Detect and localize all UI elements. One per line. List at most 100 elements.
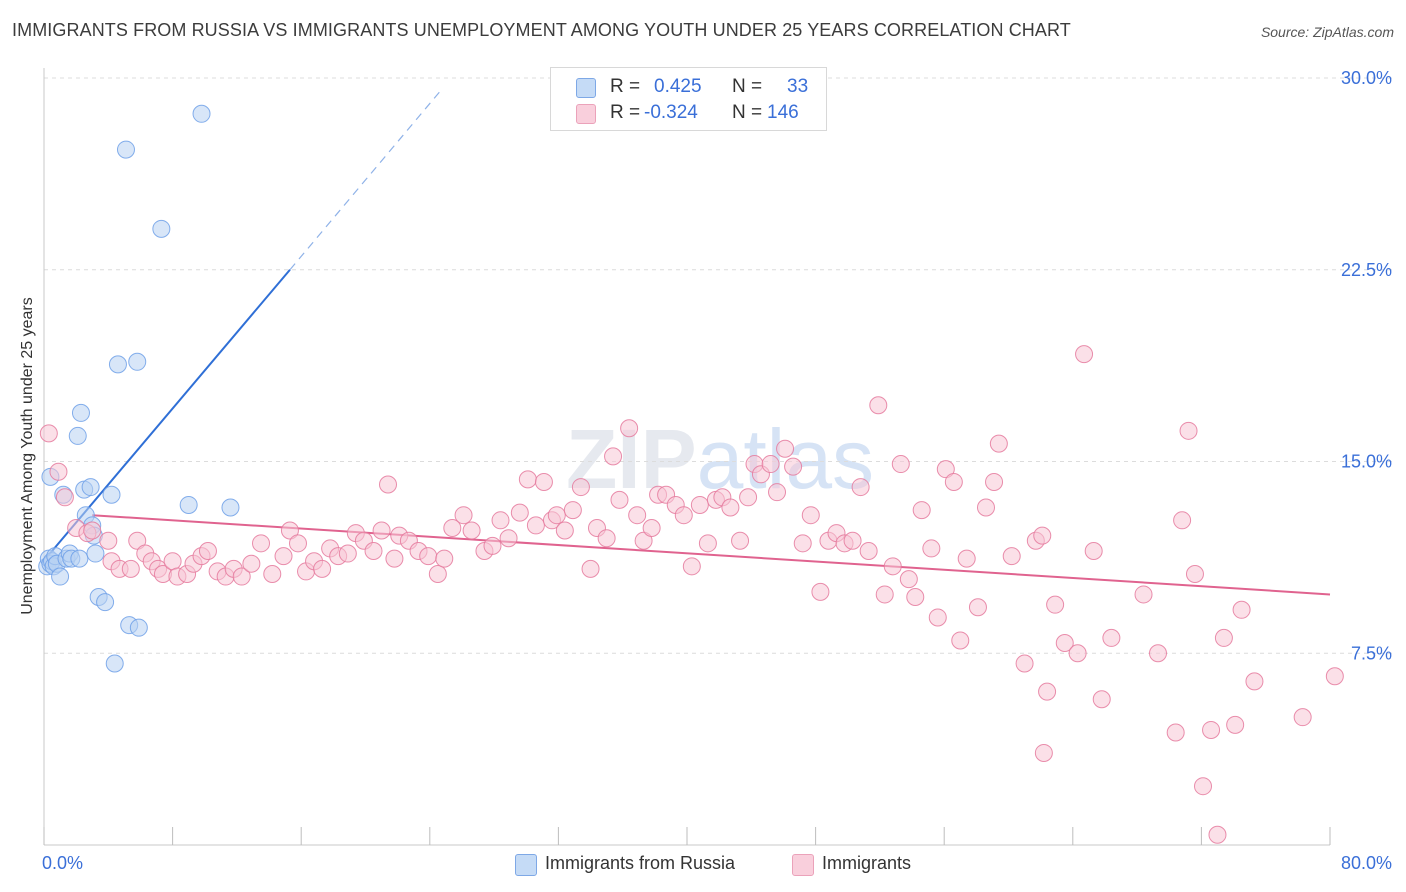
immigrants-point [338, 544, 357, 563]
immigrants-point [534, 472, 553, 491]
immigrants-point [985, 472, 1004, 491]
immigrants-point [1173, 511, 1192, 530]
immigrants-point [288, 534, 307, 553]
immigrants-point [385, 549, 404, 568]
immigrants-point [1194, 777, 1213, 796]
immigrants-point [39, 424, 58, 443]
immigrants-point [313, 559, 332, 578]
legend-r-value: 0.425 [654, 76, 702, 97]
immigrants-point [419, 547, 438, 566]
russia-point [116, 140, 135, 159]
immigrants-point [628, 506, 647, 525]
immigrants-point [1038, 682, 1057, 701]
immigrants-point [163, 552, 182, 571]
immigrants-point [620, 419, 639, 438]
immigrants-point [883, 557, 902, 576]
russia-point [179, 495, 198, 514]
immigrants-point [976, 498, 995, 517]
immigrants-point [776, 439, 795, 458]
immigrants-point [499, 529, 518, 548]
immigrants-point [739, 488, 758, 507]
immigrants-point [491, 511, 510, 530]
russia-point [70, 549, 89, 568]
immigrants-point [1226, 715, 1245, 734]
immigrants-point [462, 521, 481, 540]
immigrants-point [761, 455, 780, 474]
immigrants-point [1208, 825, 1227, 844]
immigrants-point [875, 585, 894, 604]
immigrants-point [1166, 723, 1185, 742]
immigrants-point [99, 531, 118, 550]
immigrants-point [951, 631, 970, 650]
immigrants-point [435, 549, 454, 568]
immigrants-point [721, 498, 740, 517]
y-tick-label: 15.0% [1341, 452, 1392, 472]
immigrants-point [1185, 564, 1204, 583]
x-tick-label-max: 80.0% [1341, 853, 1392, 873]
legend-n-value: 33 [787, 76, 809, 97]
immigrants-point [891, 455, 910, 474]
immigrants-point [698, 534, 717, 553]
immigrants-point [1084, 541, 1103, 560]
immigrants-point [906, 588, 925, 607]
immigrants-point [843, 531, 862, 550]
immigrants-point [768, 483, 787, 502]
legend-swatch-immigrants [576, 104, 596, 124]
y-tick-label: 30.0% [1341, 68, 1392, 88]
immigrants-point [443, 518, 462, 537]
immigrants-point [869, 396, 888, 415]
immigrants-point [518, 470, 537, 489]
immigrants-point [428, 564, 447, 583]
immigrants-point [899, 570, 918, 589]
immigrants-point [912, 501, 931, 520]
immigrants-point [121, 559, 140, 578]
immigrants-point [610, 490, 629, 509]
legend-n-label: N = [732, 102, 763, 123]
immigrants-point [526, 516, 545, 535]
russia-point [105, 654, 124, 673]
immigrants-point [364, 541, 383, 560]
russia-point [86, 544, 105, 563]
immigrants-point [581, 559, 600, 578]
immigrants-point [682, 557, 701, 576]
immigrants-point [49, 462, 68, 481]
immigrants-point [793, 534, 812, 553]
immigrants-point [1034, 743, 1053, 762]
immigrants-point [483, 536, 502, 555]
correlation-legend: R = 0.425 N = 33 R = -0.324 N = 146 [550, 67, 827, 131]
russia-point [152, 219, 171, 238]
immigrants-point [922, 539, 941, 558]
immigrants-point [232, 567, 251, 586]
legend-n-label: N = [732, 76, 763, 97]
legend-r-label: R = [610, 102, 641, 123]
immigrants-point [454, 506, 473, 525]
source-credit: Source: ZipAtlas.com [1260, 24, 1394, 40]
immigrants-point [642, 518, 661, 537]
russia-point [192, 104, 211, 123]
russia-point [71, 403, 90, 422]
immigrants-point [604, 447, 623, 466]
immigrants-point [859, 541, 878, 560]
immigrants-point [851, 478, 870, 497]
immigrants-point [1214, 628, 1233, 647]
immigrants-point [1002, 547, 1021, 566]
russia-point [108, 355, 127, 374]
immigrants-point [957, 549, 976, 568]
immigrants-point [83, 521, 102, 540]
immigrants-point [198, 541, 217, 560]
y-tick-label: 7.5% [1351, 643, 1392, 663]
immigrants-point [55, 488, 74, 507]
russia-point [102, 485, 121, 504]
immigrants-point [597, 529, 616, 548]
immigrants-point [555, 521, 574, 540]
y-tick-label: 22.5% [1341, 260, 1392, 280]
immigrants-point [968, 598, 987, 617]
immigrants-point [372, 521, 391, 540]
immigrants-point [811, 582, 830, 601]
legend-swatch-russia [515, 854, 537, 876]
immigrants-point [280, 521, 299, 540]
immigrants-point [634, 531, 653, 550]
russia-trend-extension [289, 87, 444, 271]
immigrants-point [1046, 595, 1065, 614]
